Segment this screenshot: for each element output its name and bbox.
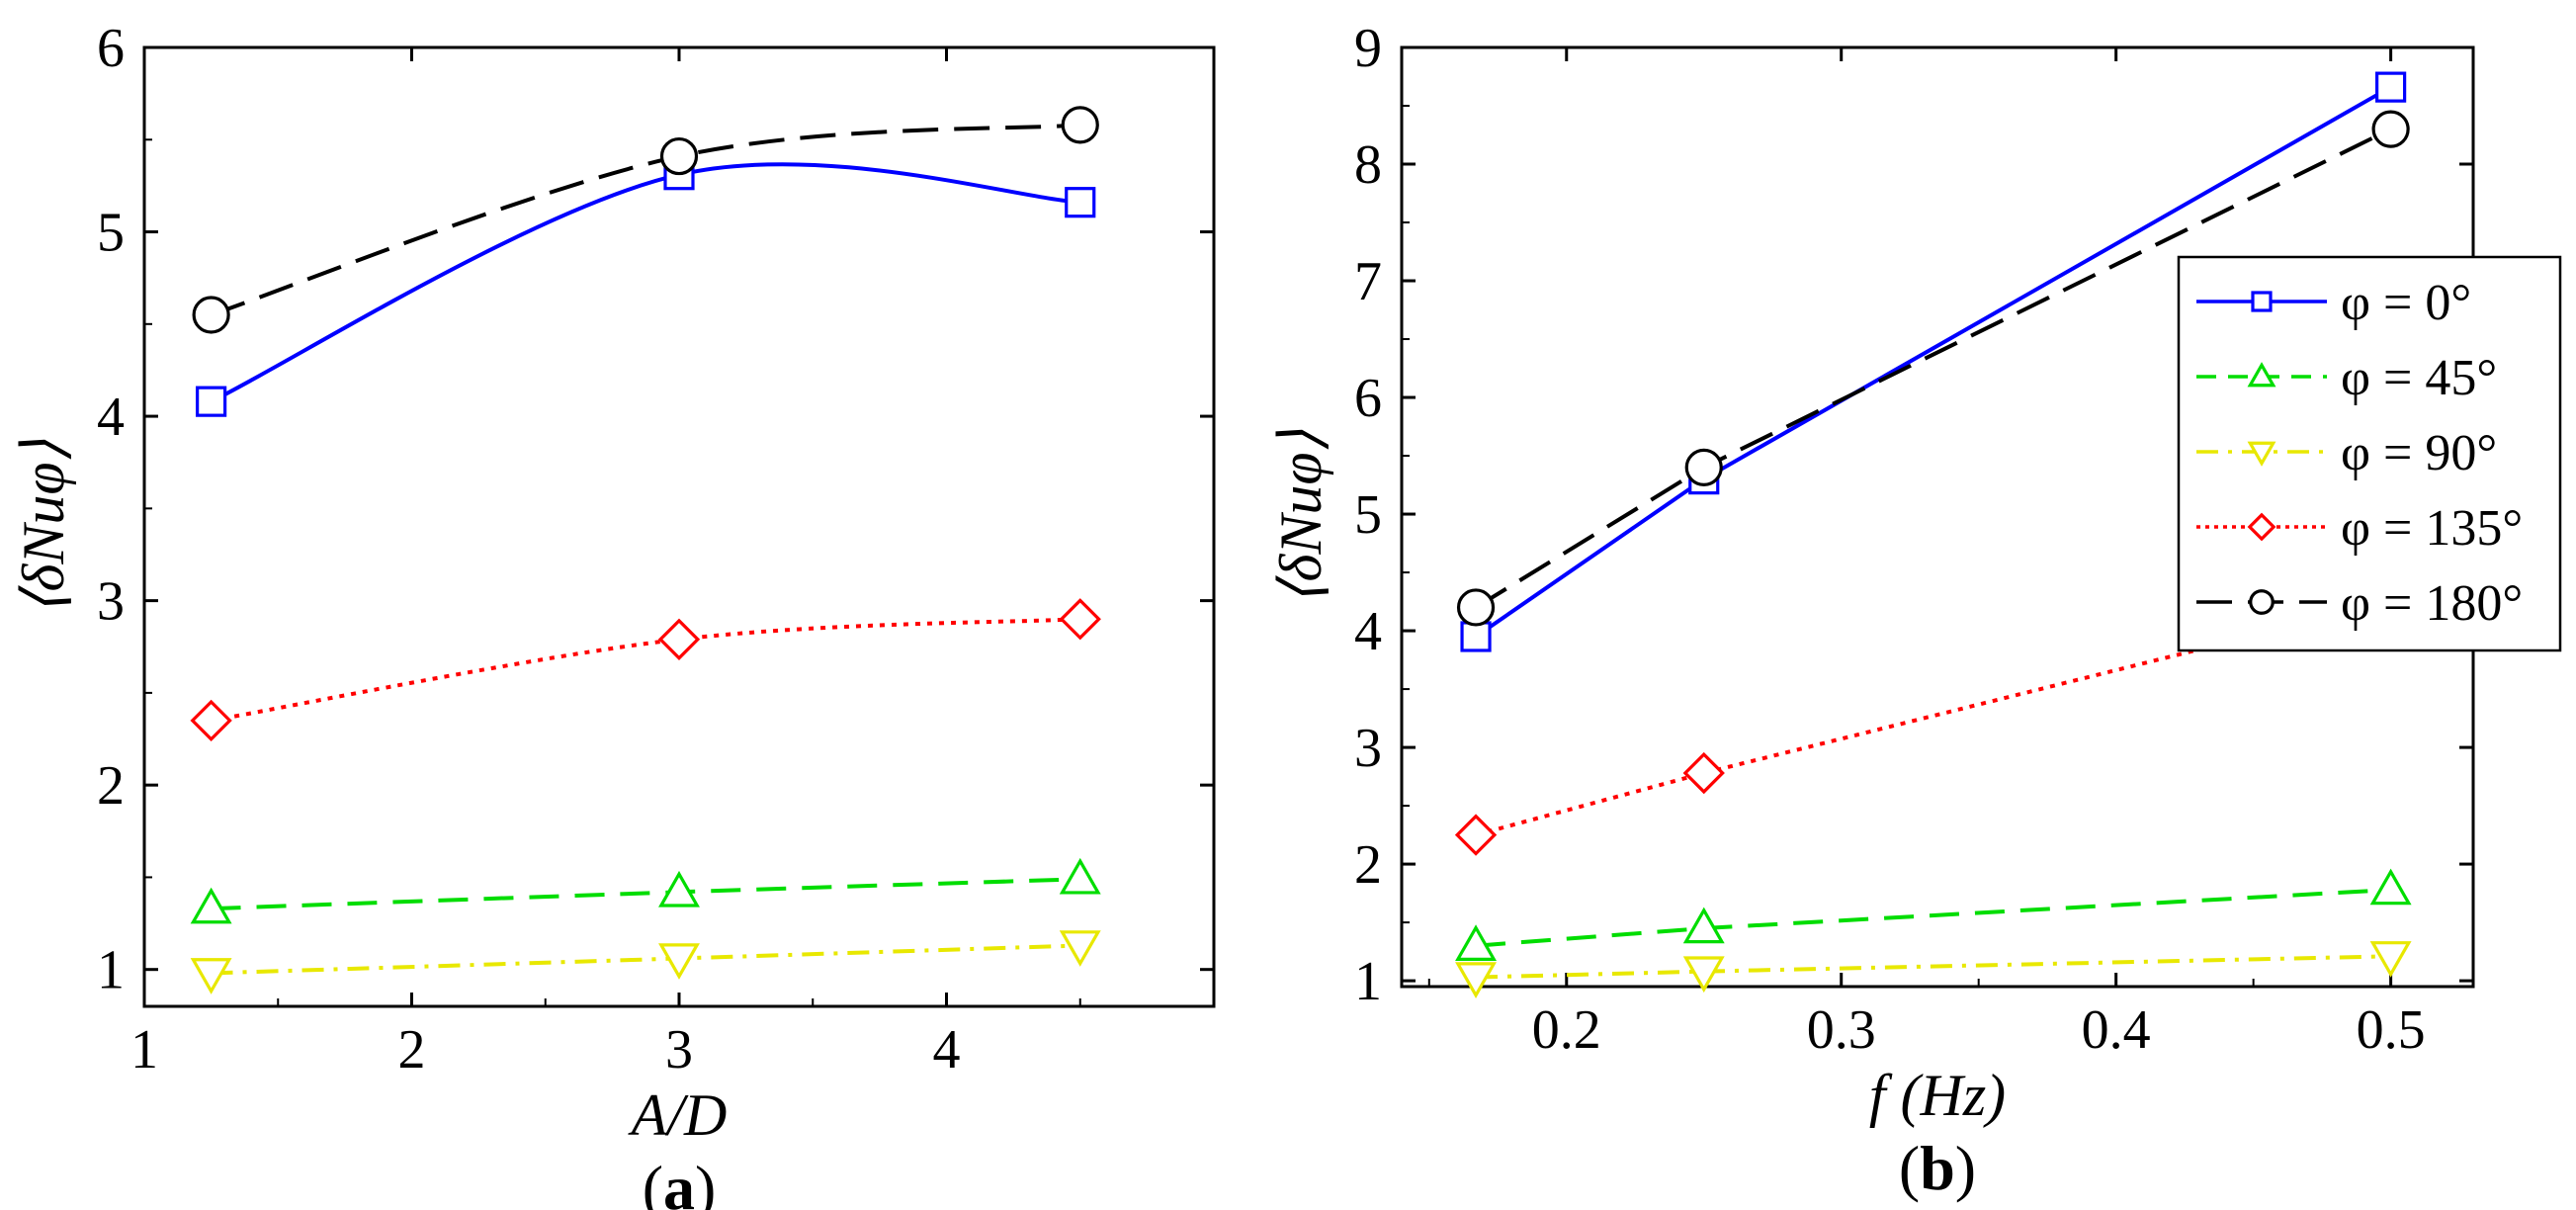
series-line — [210, 162, 1080, 403]
y-tick-label: 8 — [1354, 134, 1382, 196]
series-triangle-up — [1455, 868, 2412, 961]
data-point — [659, 136, 699, 176]
y-tick-label: 6 — [97, 18, 125, 79]
data-point — [1455, 962, 1498, 998]
y-axis-label: ⟨δNuφ⟩ — [1268, 429, 1333, 605]
legend-label: φ = 180° — [2341, 575, 2523, 632]
series-line — [1475, 888, 2391, 948]
data-point — [1455, 924, 1498, 961]
legend-marker — [2247, 362, 2276, 388]
data-point — [1460, 621, 1492, 652]
series-triangle-up — [190, 857, 1101, 924]
legend-marker — [2251, 291, 2273, 312]
y-axis-label: ⟨δNuφ⟩ — [11, 439, 76, 615]
data-point — [658, 943, 700, 980]
data-point — [1684, 448, 1723, 486]
panel-label: (b) — [1899, 1133, 1976, 1203]
x-axis-label: A/D — [628, 1082, 728, 1148]
data-point — [1454, 814, 1498, 856]
y-tick-label: 1 — [1354, 951, 1382, 1012]
y-tick-label: 3 — [97, 571, 125, 633]
x-tick-label: 2 — [398, 1019, 426, 1080]
legend-label: φ = 45° — [2341, 350, 2497, 406]
x-axis-label: f (Hz) — [1869, 1063, 2006, 1128]
chart-panel-a: 1 2 3 4 1 2 3 4 5 6 A/D ⟨δNuφ⟩ (a) — [11, 18, 1216, 1210]
data-point — [1059, 857, 1101, 895]
series-triangle-down — [190, 930, 1101, 994]
series-line — [211, 617, 1080, 723]
x-tick-label: 0.3 — [1807, 999, 1876, 1061]
panel-label: (a) — [643, 1153, 717, 1210]
series-circle — [192, 106, 1099, 334]
plot-frame — [142, 45, 1216, 1008]
data-point — [1682, 751, 1725, 795]
series-line — [210, 123, 1080, 317]
legend-label: φ = 0° — [2341, 275, 2471, 331]
data-point — [190, 887, 232, 924]
y-tick-label: 5 — [97, 203, 125, 264]
data-point — [2375, 71, 2407, 103]
data-point — [2369, 941, 2412, 978]
data-point — [1065, 187, 1096, 218]
series-diamond — [190, 598, 1101, 742]
data-point — [657, 618, 701, 660]
x-tick-label: 3 — [665, 1019, 693, 1080]
y-tick-label: 3 — [1354, 718, 1382, 779]
series-triangle-down — [1455, 941, 2412, 998]
y-tick-label: 2 — [1354, 834, 1382, 896]
y-tick-label: 1 — [97, 940, 125, 1001]
legend: φ = 0° φ = 45° φ = 90° φ = 135° φ = 180° — [2177, 255, 2562, 652]
data-point — [1682, 956, 1725, 994]
legend-label: φ = 90° — [2341, 425, 2497, 481]
data-point — [1682, 907, 1725, 944]
data-point — [190, 699, 232, 742]
x-tick-label: 4 — [933, 1019, 961, 1080]
data-point — [196, 386, 227, 417]
data-point — [2371, 110, 2410, 148]
x-tick-label: 1 — [130, 1019, 158, 1080]
series-line — [211, 943, 1080, 976]
series-square — [196, 159, 1096, 417]
x-tick-label: 0.5 — [2357, 999, 2426, 1061]
y-tick-label: 9 — [1354, 18, 1382, 79]
y-tick-label: 6 — [1354, 368, 1382, 429]
legend-marker — [2247, 441, 2276, 467]
data-point — [1059, 598, 1101, 641]
legend-box — [2177, 255, 2562, 652]
legend-marker — [2247, 512, 2276, 542]
data-point — [1061, 106, 1099, 144]
y-tick-label: 2 — [97, 755, 125, 817]
data-point — [190, 958, 232, 994]
data-point — [192, 296, 230, 334]
data-point — [2369, 868, 2412, 906]
x-tick-label: 0.4 — [2082, 999, 2151, 1061]
legend-label: φ = 135° — [2341, 500, 2523, 557]
y-tick-label: 4 — [97, 387, 125, 448]
y-tick-label: 4 — [1354, 601, 1382, 662]
series-line — [211, 877, 1080, 911]
chart-panel-b: 0.2 0.3 0.4 0.5 1 2 3 4 5 6 7 8 9 f (Hz) ⟨δNuφ⟩ (b) φ = … — [1268, 18, 2562, 1203]
data-point — [658, 870, 700, 908]
data-point — [1456, 588, 1496, 627]
series-circle — [1456, 110, 2410, 627]
y-tick-label: 7 — [1354, 251, 1382, 312]
legend-marker — [2249, 589, 2275, 615]
series-line — [1475, 954, 2391, 980]
data-point — [1059, 930, 1101, 967]
x-tick-label: 0.2 — [1532, 999, 1601, 1061]
y-tick-label: 5 — [1354, 484, 1382, 546]
